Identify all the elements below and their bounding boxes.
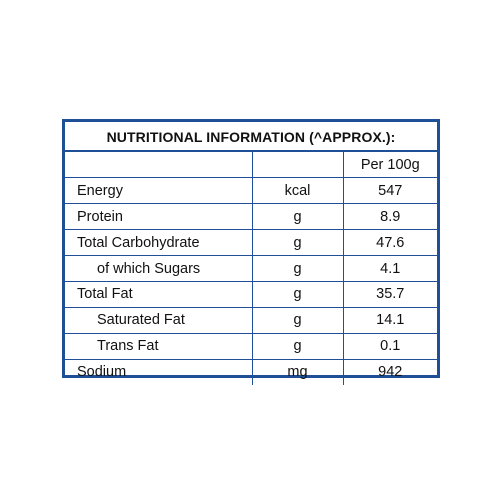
table-header-row: Per 100g [65,152,437,179]
header-unit-cell [251,152,344,179]
table-row-total-fat: Total Fat g 35.7 [65,280,437,308]
table-row-energy: Energy kcal 547 [65,177,437,205]
nutrition-facts-panel: NUTRITIONAL INFORMATION (^APPROX.): Per … [62,119,440,386]
nutrient-value: 547 [342,177,437,205]
nutrient-unit: g [251,280,344,308]
nutrient-value: 942 [342,358,437,386]
nutrient-unit: g [251,306,344,334]
nutrient-name: of which Sugars [65,255,253,282]
table-row-saturated-fat: Saturated Fat g 14.1 [65,306,437,334]
header-nutrient-cell [65,152,253,179]
nutrition-table: Per 100g Energy kcal 547 Protein g 8.9 T… [65,152,437,386]
nutrient-name: Energy [65,177,253,205]
nutrient-name: Saturated Fat [65,306,253,334]
table-row-sugars: of which Sugars g 4.1 [65,255,437,282]
nutrient-value: 0.1 [342,332,437,360]
nutrient-name: Sodium [65,358,253,386]
table-row-trans-fat: Trans Fat g 0.1 [65,332,437,360]
nutrient-name: Protein [65,203,253,231]
nutrient-unit: kcal [251,177,344,205]
nutrient-unit: mg [251,358,344,386]
nutrient-unit: g [251,229,344,257]
nutrient-value: 14.1 [342,306,437,334]
nutrient-name: Total Fat [65,280,253,308]
nutrient-unit: g [251,255,344,282]
nutrient-unit: g [251,332,344,360]
header-per-100g-cell: Per 100g [342,152,437,179]
table-row-protein: Protein g 8.9 [65,203,437,231]
nutrient-value: 8.9 [342,203,437,231]
nutrient-value: 4.1 [342,255,437,282]
nutrient-unit: g [251,203,344,231]
panel-title: NUTRITIONAL INFORMATION (^APPROX.): [65,122,437,152]
nutrient-value: 35.7 [342,280,437,308]
table-row-total-carbohydrate: Total Carbohydrate g 47.6 [65,229,437,257]
nutrient-name: Total Carbohydrate [65,229,253,257]
nutrient-name: Trans Fat [65,332,253,360]
table-row-sodium: Sodium mg 942 [65,358,437,386]
nutrient-value: 47.6 [342,229,437,257]
